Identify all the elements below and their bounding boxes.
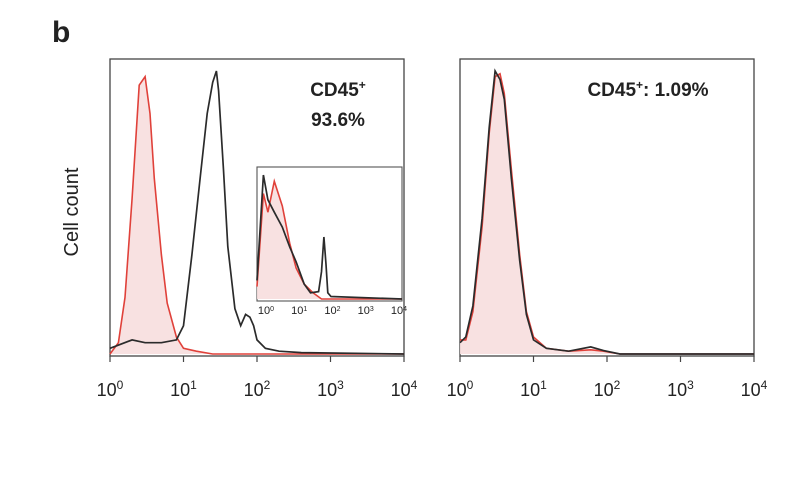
x-tick-label: 102 xyxy=(594,378,621,400)
panel-letter: b xyxy=(52,16,70,49)
inset-x-tick-label: 100 xyxy=(258,305,274,317)
x-tick-label: 102 xyxy=(244,378,271,400)
inset-series-isotype-fill xyxy=(257,181,402,299)
inset-histogram: 100 101 102 103 104 xyxy=(256,166,407,317)
gate-annotation: CD45+ 93.6% xyxy=(310,78,366,131)
series-isotype-fill xyxy=(110,76,404,354)
series-isotype-line xyxy=(109,74,404,355)
x-tick-label: 100 xyxy=(97,378,124,400)
x-tick-label: 103 xyxy=(317,378,344,400)
gate-annotation: CD45+: 1.09% xyxy=(587,78,708,101)
inset-series-stain-line xyxy=(256,174,403,300)
x-tick-label: 103 xyxy=(667,378,694,400)
histogram-panel-2: CD45+: 1.09% 100 101 102 103 104 xyxy=(447,58,768,400)
x-tick-label: 101 xyxy=(520,378,547,400)
inset-x-tick-label: 101 xyxy=(291,305,307,317)
x-tick-label: 104 xyxy=(391,378,418,400)
series-stain-line xyxy=(109,70,405,355)
x-tick-label: 100 xyxy=(447,378,474,400)
series-isotype-fill xyxy=(460,73,754,355)
series-stain-line xyxy=(459,68,754,355)
x-tick-label: 101 xyxy=(170,378,197,400)
x-tick-label: 104 xyxy=(741,378,768,400)
histogram-panel-1: CD45+ 93.6% 100 101 102 103 104 100 101 102 103 104 xyxy=(97,58,418,400)
inset-x-tick-label: 104 xyxy=(391,305,407,317)
inset-series-isotype-line xyxy=(256,178,402,300)
inset-x-tick-label: 103 xyxy=(358,305,374,317)
inset-x-tick-label: 102 xyxy=(324,305,340,317)
y-axis-label: Cell count xyxy=(61,167,83,256)
